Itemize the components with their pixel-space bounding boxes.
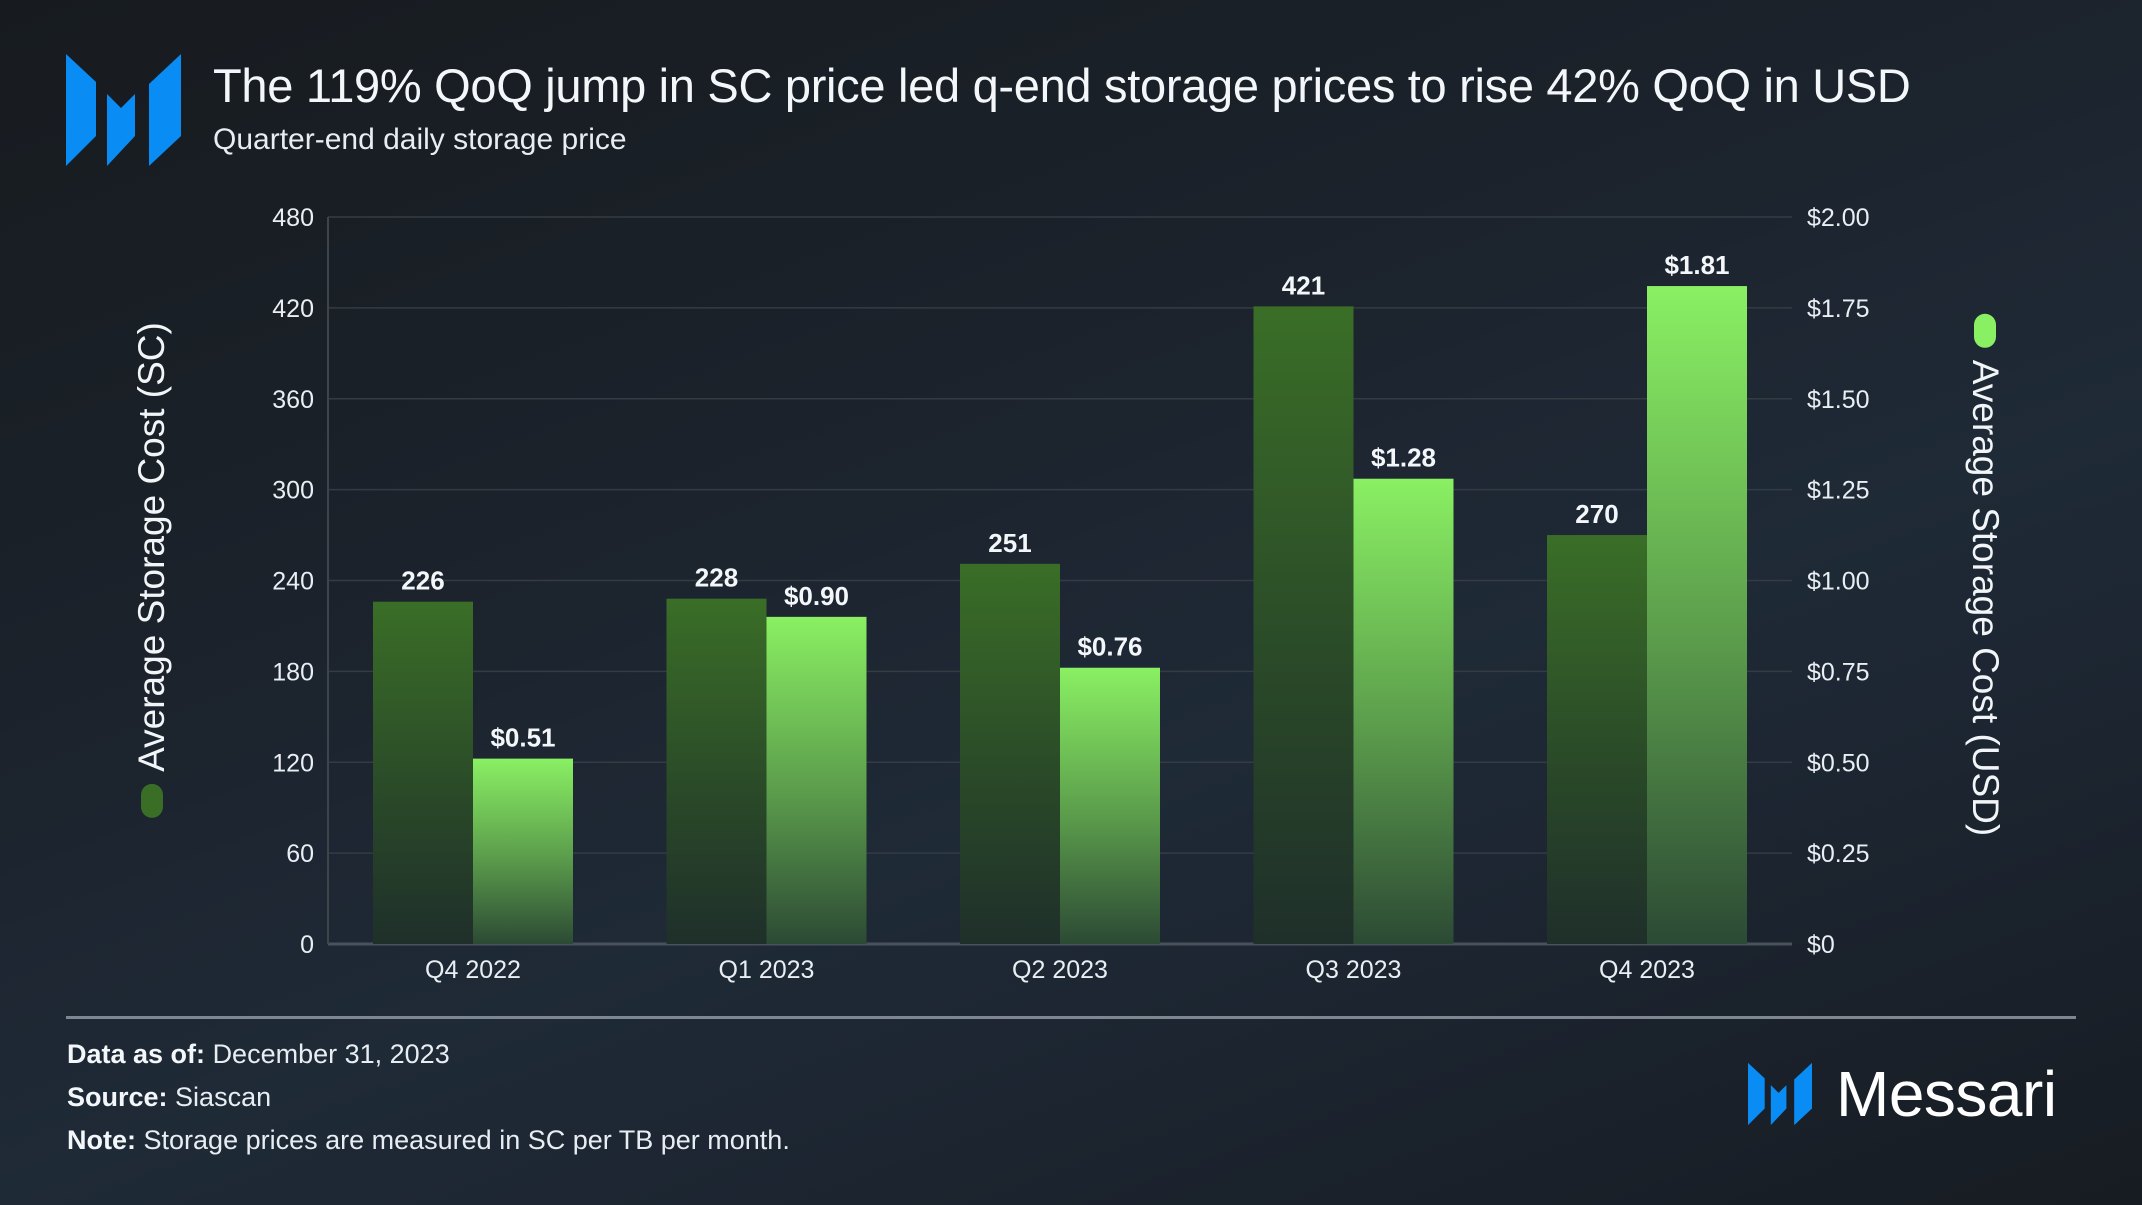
- data-as-of-label: Data as of:: [67, 1039, 206, 1069]
- usd-bar: [1353, 478, 1454, 944]
- data-as-of-value: December 31, 2023: [212, 1039, 450, 1069]
- messari-logo-icon: [66, 54, 181, 166]
- left-y-tick-label: 120: [272, 749, 314, 777]
- data-as-of: Data as of: December 31, 2023: [67, 1033, 790, 1076]
- left-y-tick-label: 240: [272, 568, 314, 596]
- footer-divider: [66, 1016, 2076, 1019]
- chart-title: The 119% QoQ jump in SC price led q-end …: [213, 59, 1911, 112]
- note: Note: Storage prices are measured in SC …: [67, 1119, 790, 1162]
- sc-data-label: 270: [1575, 499, 1618, 529]
- source: Source: Siascan: [67, 1076, 790, 1119]
- right-y-tick-label: $1.50: [1807, 386, 1870, 414]
- right-y-tick-label: $0.50: [1807, 749, 1870, 777]
- left-y-tick-label: 300: [272, 477, 314, 505]
- right-y-tick-label: $0: [1807, 931, 1835, 959]
- usd-bar: [1060, 667, 1160, 944]
- usd-data-label: $0.76: [1077, 632, 1142, 662]
- right-y-tick-label: $1.00: [1807, 568, 1870, 596]
- left-y-tick-label: 360: [272, 386, 314, 414]
- right-y-tick-label: $1.25: [1807, 477, 1870, 505]
- sc-bar: [1547, 535, 1647, 944]
- usd-bar: [1647, 286, 1747, 944]
- footer-notes: Data as of: December 31, 2023 Source: Si…: [67, 1033, 790, 1162]
- chart-subtitle: Quarter-end daily storage price: [213, 123, 627, 156]
- brand-name: Messari: [1836, 1058, 2057, 1130]
- right-y-tick-label: $1.75: [1807, 295, 1870, 323]
- sc-bar: [666, 598, 767, 944]
- sc-bar: [960, 563, 1060, 944]
- left-y-tick-label: 180: [272, 658, 314, 686]
- sc-data-label: 226: [401, 566, 444, 596]
- x-category-label: Q4 2023: [1599, 956, 1695, 984]
- left-y-tick-label: 480: [272, 204, 314, 232]
- usd-data-label: $0.51: [490, 723, 555, 753]
- left-y-tick-label: 0: [300, 931, 314, 959]
- x-category-label: Q3 2023: [1306, 956, 1402, 984]
- sc-bar: [373, 601, 473, 944]
- right-y-tick-label: $0.25: [1807, 840, 1870, 868]
- sc-data-label: 421: [1282, 270, 1325, 300]
- messari-brand: Messari: [1748, 1057, 2057, 1131]
- usd-data-label: $1.28: [1371, 443, 1436, 473]
- source-value: Siascan: [175, 1082, 272, 1112]
- source-label: Source:: [67, 1082, 168, 1112]
- usd-data-label: $0.90: [784, 581, 849, 611]
- right-y-tick-label: $2.00: [1807, 204, 1870, 232]
- sc-bar: [1253, 306, 1354, 944]
- messari-m-icon: [1748, 1062, 1812, 1126]
- left-y-tick-label: 420: [272, 295, 314, 323]
- note-value: Storage prices are measured in SC per TB…: [143, 1125, 790, 1155]
- right-y-tick-label: $0.75: [1807, 658, 1870, 686]
- note-label: Note:: [67, 1125, 136, 1155]
- usd-bar: [766, 616, 867, 944]
- sc-data-label: 228: [695, 563, 738, 593]
- usd-bar: [473, 758, 573, 944]
- usd-data-label: $1.81: [1664, 250, 1729, 280]
- left-y-tick-label: 60: [286, 840, 314, 868]
- sc-data-label: 251: [988, 528, 1031, 558]
- x-category-label: Q1 2023: [719, 956, 815, 984]
- x-category-label: Q2 2023: [1012, 956, 1108, 984]
- x-category-label: Q4 2022: [425, 956, 521, 984]
